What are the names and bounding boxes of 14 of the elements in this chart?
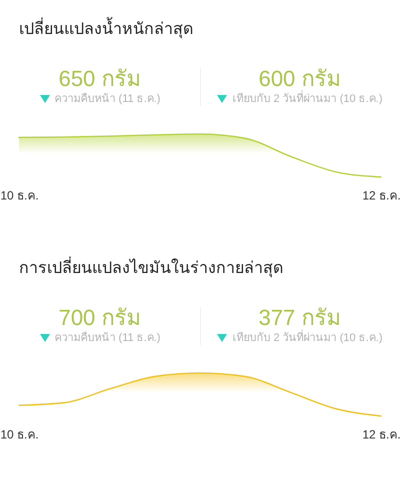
text: 700 กรัม xyxy=(58,305,142,331)
text: 650 กรัม xyxy=(58,66,142,92)
text: ความคืบหน้า (11 ธ.ค.) xyxy=(54,93,160,105)
chart-title: เปลี่ยนแปลงน้ำหนักล่าสุด xyxy=(19,16,193,40)
text: เทียบกับ 2 วันที่ผ่านมา (10 ธ.ค.) xyxy=(232,332,383,344)
text: 377 กรัม xyxy=(258,305,342,330)
x-tick-label: 12 ธ.ค. xyxy=(362,188,400,202)
chart-title: การเปลี่ยนแปลงไขมันในร่างกายล่าสุด xyxy=(19,256,283,280)
x-tick-label: 12 ธ.ค. xyxy=(362,428,400,442)
x-tick-label: 10 ธ.ค. xyxy=(0,428,39,442)
x-tick-label: 10 ธ.ค. xyxy=(0,188,39,202)
text: เทียบกับ 2 วันที่ผ่านมา (10 ธ.ค.) xyxy=(232,93,383,105)
text: ความคืบหน้า (11 ธ.ค.) xyxy=(54,332,160,344)
text: 600 กรัม xyxy=(258,66,342,91)
